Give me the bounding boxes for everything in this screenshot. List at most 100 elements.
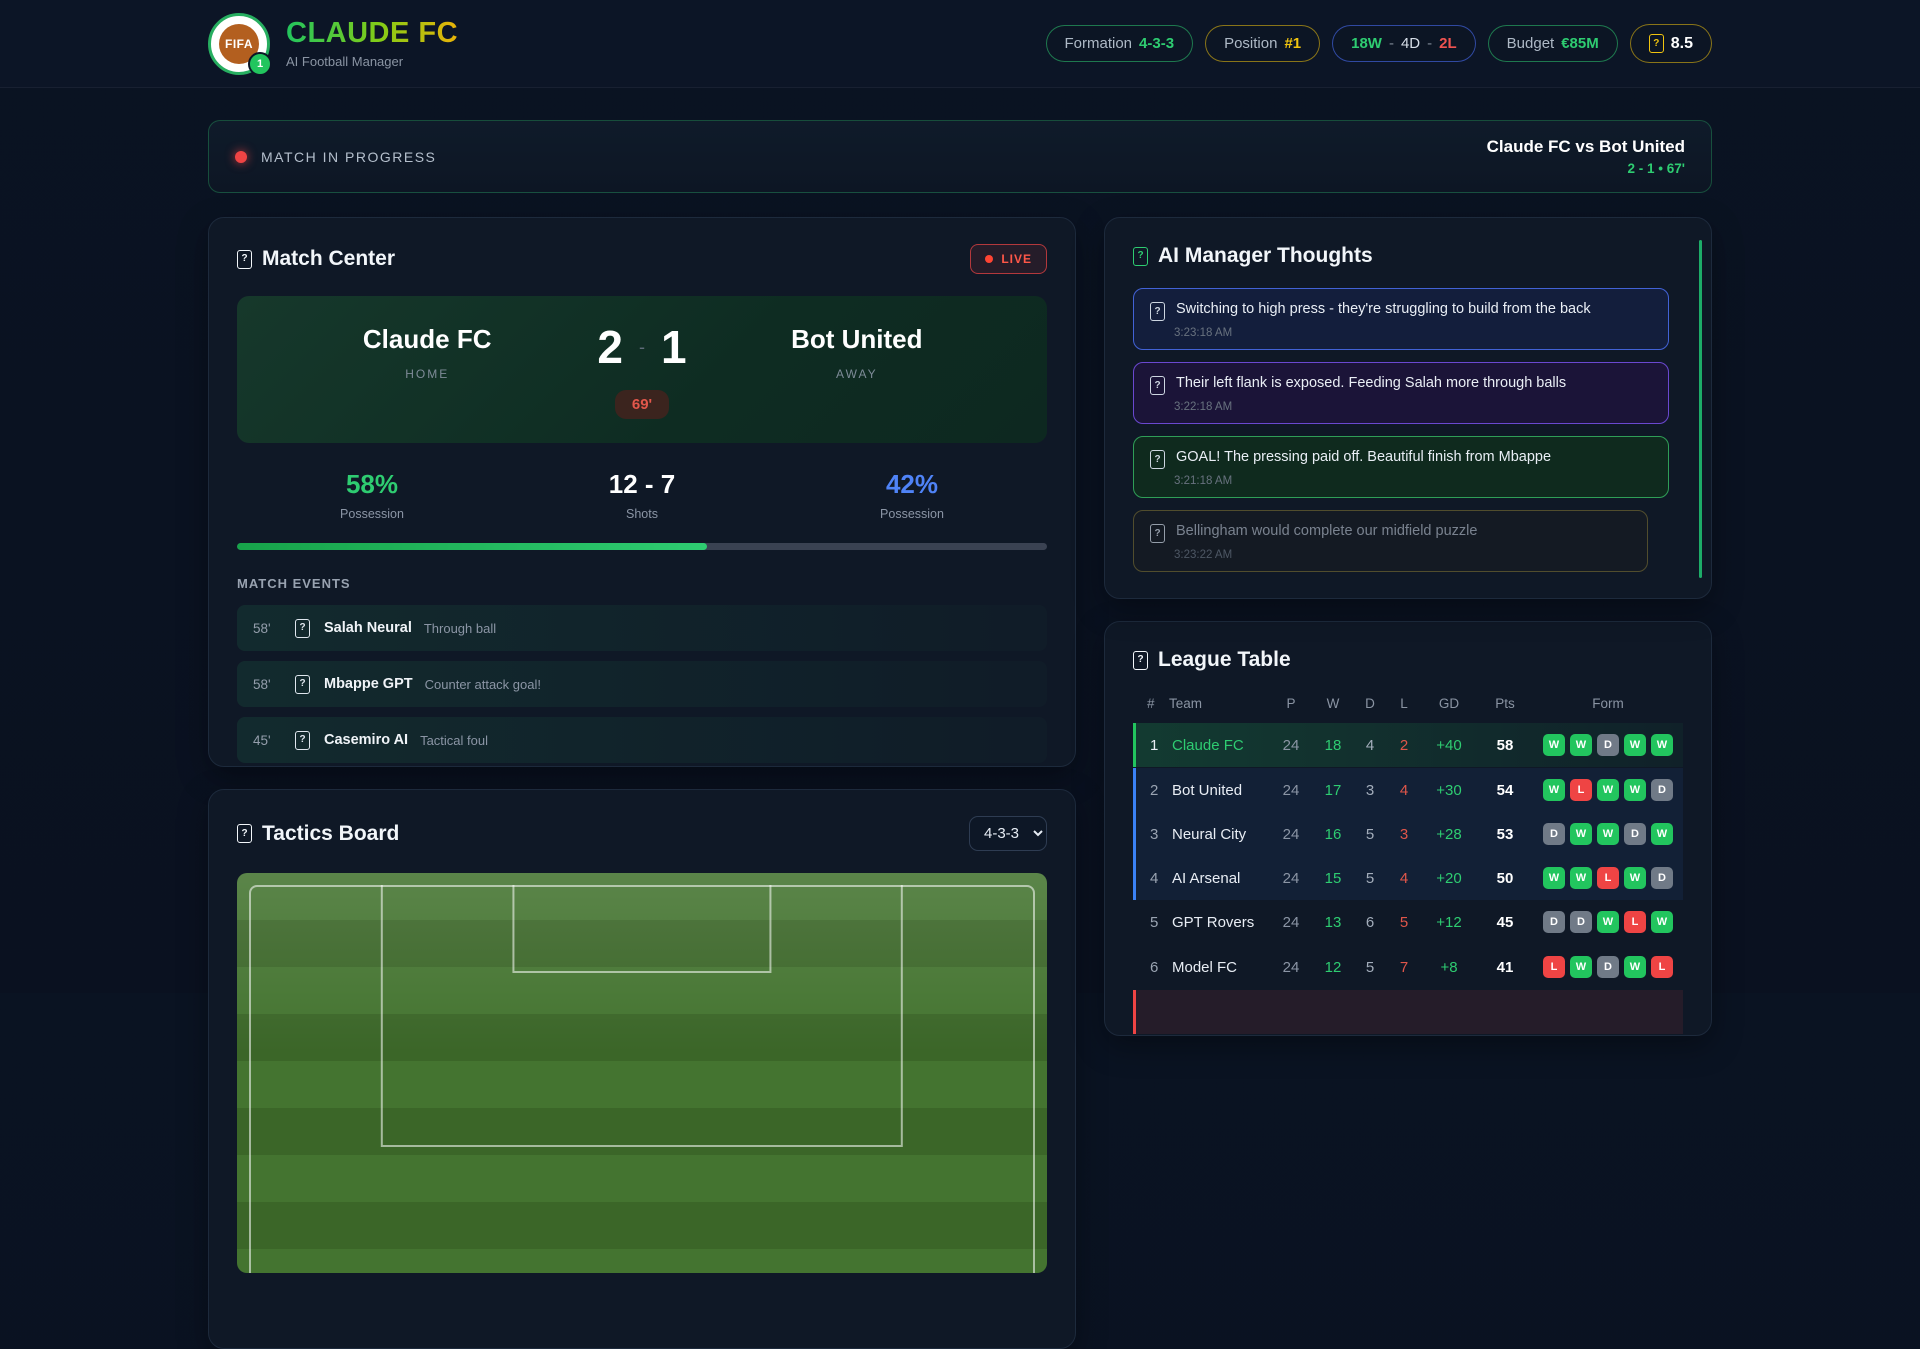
cell-team: AI Arsenal — [1172, 869, 1241, 887]
cell-team: GPT Rovers — [1172, 913, 1255, 931]
match-status-text: MATCH IN PROGRESS — [261, 148, 437, 165]
record-losses: 2L — [1439, 35, 1457, 52]
league-column-header: W — [1326, 696, 1340, 711]
form-badge: W — [1651, 734, 1673, 756]
record-pill: 18W - 4D - 2L — [1332, 25, 1476, 62]
cell-position: 3 — [1150, 825, 1159, 843]
form-badge: L — [1543, 956, 1565, 978]
cell-goal-difference: +8 — [1440, 958, 1458, 976]
tactics-board-icon — [237, 824, 252, 843]
cell-team: Claude FC — [1172, 736, 1244, 754]
event-player: Casemiro AI — [324, 732, 409, 748]
cell-wins: 12 — [1324, 958, 1342, 976]
match-stats: 58% Possession 12 - 7 Shots 42% Possessi… — [237, 469, 1047, 521]
position-label: Position — [1224, 35, 1278, 52]
cell-draws: 4 — [1365, 736, 1375, 754]
cell-draws: 3 — [1365, 781, 1375, 799]
cell-goal-difference: +30 — [1436, 781, 1462, 799]
thought-text: Their left flank is exposed. Feeding Sal… — [1176, 375, 1567, 391]
form-badge: W — [1651, 911, 1673, 933]
event-description: Through ball — [423, 620, 497, 636]
cell-losses: 5 — [1399, 913, 1409, 931]
record-separator: - — [1427, 35, 1433, 52]
match-center-title-text: Match Center — [262, 247, 396, 270]
cell-team: Bot United — [1172, 781, 1243, 799]
cell-points: 45 — [1496, 913, 1514, 931]
form-badge: W — [1570, 823, 1592, 845]
record-wins: 18W — [1351, 35, 1382, 52]
rating-value: 8.5 — [1670, 34, 1693, 52]
home-team: Claude FC HOME — [257, 324, 597, 381]
cell-position: 2 — [1150, 781, 1159, 799]
form-badge: W — [1543, 867, 1565, 889]
possession-bar-fill — [237, 543, 707, 550]
record-separator: - — [1388, 35, 1394, 52]
league-table-header: # Team P W D L GD Pts Form — [1133, 696, 1683, 723]
cell-position: 5 — [1150, 913, 1159, 931]
club-subtitle: AI Football Manager — [286, 53, 404, 69]
event-icon — [295, 674, 310, 694]
home-side-label: HOME — [405, 367, 450, 381]
form-badge: D — [1543, 911, 1565, 933]
league-column-header: P — [1286, 696, 1296, 711]
cell-wins: 18 — [1324, 736, 1342, 754]
form-badge: L — [1624, 911, 1646, 933]
cell-wins: 16 — [1324, 825, 1342, 843]
budget-label: Budget — [1506, 35, 1555, 52]
league-column-header: GD — [1438, 696, 1460, 711]
formation-select[interactable]: 4-3-3 — [969, 816, 1047, 851]
cell-losses: 2 — [1399, 736, 1409, 754]
cell-wins: 13 — [1324, 913, 1342, 931]
cell-losses: 4 — [1399, 869, 1409, 887]
cell-played: 24 — [1282, 736, 1300, 754]
cell-draws: 5 — [1365, 825, 1375, 843]
form-badge: W — [1651, 823, 1673, 845]
away-team: Bot United AWAY — [687, 324, 1027, 381]
live-dot-icon — [985, 255, 994, 263]
possession-bar — [237, 543, 1047, 550]
formation-value: 4-3-3 — [1139, 35, 1175, 52]
cell-position: 4 — [1150, 869, 1159, 887]
cell-played: 24 — [1282, 958, 1300, 976]
event-icon — [295, 730, 310, 750]
club-brand: FIFA 1 CLAUDE FC AI Football Manager — [208, 12, 458, 76]
cell-losses: 4 — [1399, 781, 1409, 799]
home-possession-value: 58% — [345, 469, 399, 499]
league-column-header: L — [1400, 696, 1408, 711]
form-badge: L — [1651, 956, 1673, 978]
record-draws: 4D — [1400, 35, 1421, 52]
live-badge-label: LIVE — [1001, 252, 1032, 266]
thought-text: Bellingham would complete our midfield p… — [1176, 523, 1478, 539]
ai-thoughts-title: AI Manager Thoughts — [1133, 244, 1373, 268]
league-table-title: League Table — [1133, 648, 1291, 672]
thought-timestamp: 3:23:22 AM — [1174, 549, 1233, 561]
header-stats: Formation 4-3-3 Position #1 18W - 4D - 2… — [1045, 24, 1712, 63]
thoughts-scrollbar[interactable] — [1699, 240, 1702, 578]
cell-goal-difference: +40 — [1436, 736, 1462, 754]
match-status-banner: MATCH IN PROGRESS Claude FC vs Bot Unite… — [208, 120, 1712, 193]
cell-goal-difference: +20 — [1436, 869, 1462, 887]
event-description: Counter attack goal! — [424, 676, 541, 692]
cell-points: 58 — [1496, 736, 1514, 754]
scoreboard: Claude FC HOME 2 - 1 69' Bot United AWAY — [237, 296, 1047, 443]
thoughts-list: Switching to high press - they're strugg… — [1133, 288, 1683, 572]
cell-position: 1 — [1150, 736, 1159, 754]
form-badge: W — [1570, 734, 1592, 756]
form-badge: W — [1543, 734, 1565, 756]
form-badge: W — [1624, 867, 1646, 889]
fixture-title: Claude FC vs Bot United — [1486, 137, 1685, 156]
form-badge: W — [1624, 779, 1646, 801]
shots-label: Shots — [626, 507, 658, 521]
league-column-header: Form — [1592, 696, 1624, 711]
form-badge: L — [1597, 867, 1619, 889]
form-badge: D — [1651, 867, 1673, 889]
app-header: FIFA 1 CLAUDE FC AI Football Manager For… — [0, 0, 1920, 88]
form-badge: D — [1624, 823, 1646, 845]
match-event-row: 58' Salah Neural Through ball — [237, 605, 1047, 651]
cell-wins: 17 — [1324, 781, 1342, 799]
